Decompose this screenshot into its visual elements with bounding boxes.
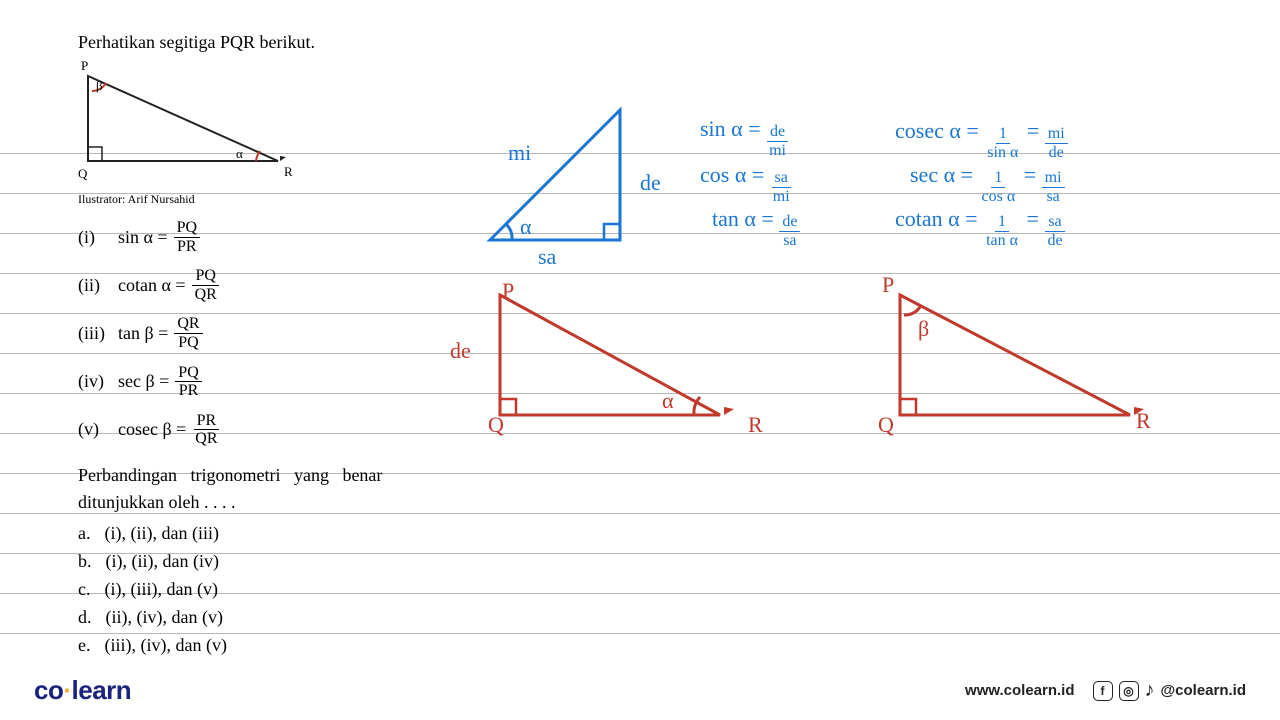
option: e.(iii), (iv), dan (v) [78, 632, 458, 660]
logo: co·learn [34, 675, 131, 706]
blue-alpha: α [520, 214, 532, 240]
blue-formula-sec: sec α = 1cos α = misa [910, 162, 1065, 205]
angle-beta: β [96, 78, 103, 94]
equation: (iii)tan β =QRPQ [78, 315, 458, 351]
red2-beta: β [918, 316, 929, 342]
option: a.(i), (ii), dan (iii) [78, 520, 458, 548]
blue-sa: sa [538, 244, 556, 270]
problem-column: Perhatikan segitiga PQR berikut. P β Q R… [78, 32, 458, 659]
social-icons: f ◎ ♪ @colearn.id [1093, 679, 1246, 702]
red1-alpha: α [662, 388, 674, 414]
option: d.(ii), (iv), dan (v) [78, 604, 458, 632]
illustrator-credit: Ilustrator: Arif Nursahid [78, 192, 458, 207]
red1-q: Q [488, 412, 504, 438]
red2-p: P [882, 272, 894, 298]
blue-formula-cotan: cotan α = 1tan α = sade [895, 206, 1066, 249]
blue-formula-sin: sin α = demi [700, 118, 789, 159]
triangle-pqr [78, 61, 298, 181]
option: c.(i), (iii), dan (v) [78, 576, 458, 604]
blue-formula-cos: cos α = sami [700, 162, 793, 205]
red1-r: R [748, 412, 763, 438]
red-triangle-beta [880, 285, 1160, 435]
red-triangle-alpha [480, 285, 750, 435]
equation: (ii)cotan α =PQQR [78, 267, 458, 303]
footer: co·learn www.colearn.id f ◎ ♪ @colearn.i… [0, 675, 1280, 706]
answer-options: a.(i), (ii), dan (iii)b.(i), (ii), dan (… [78, 520, 458, 659]
blue-formula-tan: tan α = desa [712, 206, 800, 249]
equation: (v)cosec β =PRQR [78, 412, 458, 448]
equation: (i)sin α =PQPR [78, 219, 458, 255]
red2-r: R [1136, 408, 1151, 434]
facebook-icon: f [1093, 681, 1113, 701]
instagram-icon: ◎ [1119, 681, 1139, 701]
red2-q: Q [878, 412, 894, 438]
blue-triangle [470, 100, 640, 260]
equation-list: (i)sin α =PQPR (ii)cotan α =PQQR (iii)tan … [78, 219, 458, 448]
vertex-p: P [81, 58, 88, 74]
option: b.(i), (ii), dan (iv) [78, 548, 458, 576]
tiktok-icon: ♪ [1145, 679, 1155, 702]
blue-de: de [640, 170, 661, 196]
blue-mi: mi [508, 140, 531, 166]
equation: (iv)sec β =PQPR [78, 364, 458, 400]
vertex-r: R [284, 164, 293, 180]
problem-title: Perhatikan segitiga PQR berikut. [78, 32, 458, 53]
social-handle: @colearn.id [1161, 682, 1246, 699]
footer-url: www.colearn.id [965, 682, 1074, 699]
red1-de: de [450, 338, 471, 364]
blue-formula-cosec: cosec α = 1sin α = mide [895, 118, 1068, 161]
angle-alpha: α [236, 146, 243, 162]
red1-p: P [502, 278, 514, 304]
question-prompt: Perbandingan trigonometri yang benar dit… [78, 462, 458, 516]
vertex-q: Q [78, 166, 87, 182]
